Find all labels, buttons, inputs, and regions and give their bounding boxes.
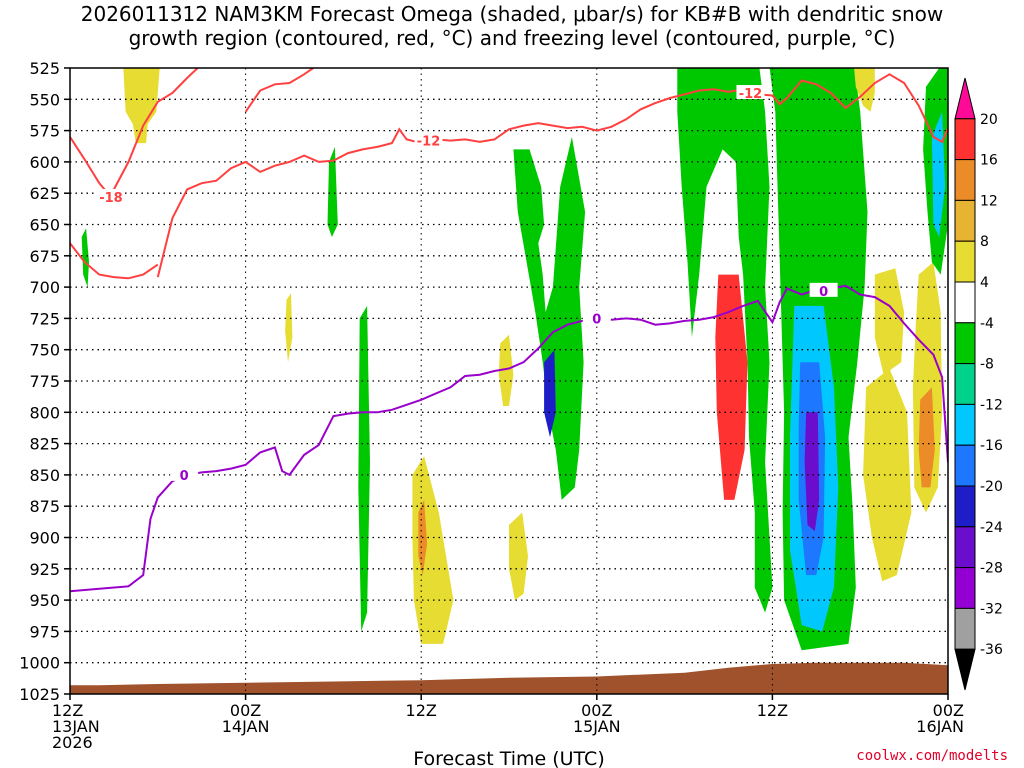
y-tick-label-900: 900 [29,529,60,548]
dgz-minus-18-label: -18 [99,191,123,206]
x-tick-label-24-1: 12Z [406,701,437,720]
dgz-minus-18-lower-line [70,242,159,280]
colorbar-seg-13 [954,118,976,161]
colorbar-label--32: -32 [980,601,1003,617]
y-tick-label-925: 925 [29,560,60,579]
y-tick-label-675: 675 [29,247,60,266]
dgz-minus-12-label-bg [414,132,443,147]
omega-plume-1 [81,228,89,288]
omega-plume-23 [854,68,875,112]
label-freezing-b: 0 [592,312,601,327]
dgz-minus-12-upper-line [244,68,316,113]
colorbar-seg-bottom [954,648,976,691]
omega-plume-4 [358,305,370,632]
y-tick-label-550: 550 [29,90,60,109]
y-tick-label-625: 625 [29,184,60,203]
y-tick-label-950: 950 [29,591,60,610]
freezing-level-label-bg [170,466,199,481]
dgz-minus-18-line [70,68,200,194]
y-tick-label-600: 600 [29,153,60,172]
chart-title: 2026011312 NAM3KM Forecast Omega (shaded… [0,2,1024,50]
title-line-2: growth region (contoured, red, °C) and f… [128,26,896,50]
colorbar-seg-6 [954,403,976,446]
colorbar-seg-11 [954,199,976,242]
x-tick-label-0-2: 13JAN [52,717,100,736]
colorbar-label--20: -20 [980,479,1003,495]
omega-plume-9 [544,349,556,438]
y-tick-label-700: 700 [29,278,60,297]
colorbar-seg-10 [954,240,976,283]
colorbar-label--12: -12 [980,397,1003,413]
omega-plume-3 [327,146,338,237]
label-freezing-b-bg [582,310,611,325]
label-freezing-c: 0 [819,285,828,300]
colorbar-seg-12 [954,159,976,201]
x-tick-label-0-3: 2026 [52,733,93,752]
x-tick-label-0-1: 12Z [52,701,83,720]
x-tick-label-48-1: 12Z [757,701,788,720]
omega-plume-18 [874,268,905,375]
colorbar-label-12: 12 [980,193,998,209]
colorbar-seg-8 [954,322,976,365]
credit-link[interactable]: coolwx.com/modelts [856,748,1008,764]
label-minus-12-b-bg [736,85,765,100]
colorbar-label-4: 4 [980,275,989,291]
colorbar-label--8: -8 [980,357,994,373]
y-tick-label-525: 525 [29,59,60,78]
colorbar-label-8: 8 [980,234,989,250]
y-tick-label-875: 875 [29,497,60,516]
omega-plume-12 [715,274,748,500]
omega-plume-22 [931,111,946,237]
y-tick-label-1025: 1025 [19,685,60,704]
x-tick-label-60-1: 00Z [933,701,964,720]
x-tick-label-36-2: 15JAN [573,717,621,736]
y-tick-label-725: 725 [29,309,60,328]
omega-plume-25 [285,293,293,363]
colorbar-label--28: -28 [980,561,1003,577]
y-tick-label-825: 825 [29,435,60,454]
colorbar-label--16: -16 [980,438,1003,454]
x-axis-label: Forecast Time (UTC) [413,748,604,768]
omega-plume-16 [804,412,820,532]
dgz-minus-12-line [156,73,948,278]
colorbar-seg-7 [954,363,976,405]
colorbar-seg-3 [954,526,976,569]
omega-plume-17 [863,368,912,582]
omega-plume-24 [498,334,514,406]
colorbar-seg-9 [954,281,976,324]
colorbar-label--24: -24 [980,520,1003,536]
y-tick-label-850: 850 [29,466,60,485]
omega-plume-2 [123,68,160,144]
x-tick-label-12-2: 14JAN [222,717,270,736]
dgz-minus-12-label: -12 [417,135,441,150]
y-tick-label-575: 575 [29,122,60,141]
colorbar-seg-1 [954,607,976,650]
y-tick-label-975: 975 [29,622,60,641]
title-line-1: 2026011312 NAM3KM Forecast Omega (shaded… [80,2,944,26]
omega-plume-10 [677,68,773,613]
label-minus-12-b: -12 [739,87,763,102]
omega-plume-7 [509,512,528,601]
x-tick-label-60-2: 16JAN [916,717,964,736]
terrain [70,662,948,694]
x-tick-label-36-1: 00Z [581,701,612,720]
colorbar-seg-4 [954,485,976,528]
colorbar-label-20: 20 [980,112,998,128]
y-tick-label-775: 775 [29,372,60,391]
x-tick-label-12-1: 00Z [230,701,261,720]
colorbar-seg-2 [954,567,976,609]
dgz-minus-18-label-bg [96,188,125,203]
colorbar-label-16: 16 [980,153,998,169]
y-tick-label-650: 650 [29,216,60,235]
colorbar-seg-top [954,77,976,120]
y-tick-label-750: 750 [29,341,60,360]
y-tick-label-1000: 1000 [19,654,60,673]
colorbar-seg-5 [954,444,976,487]
colorbar-label--4: -4 [980,316,994,332]
y-tick-label-800: 800 [29,403,60,422]
colorbar-label--36: -36 [980,642,1003,658]
label-freezing-c-bg [809,282,838,297]
freezing-level-label: 0 [180,469,189,484]
